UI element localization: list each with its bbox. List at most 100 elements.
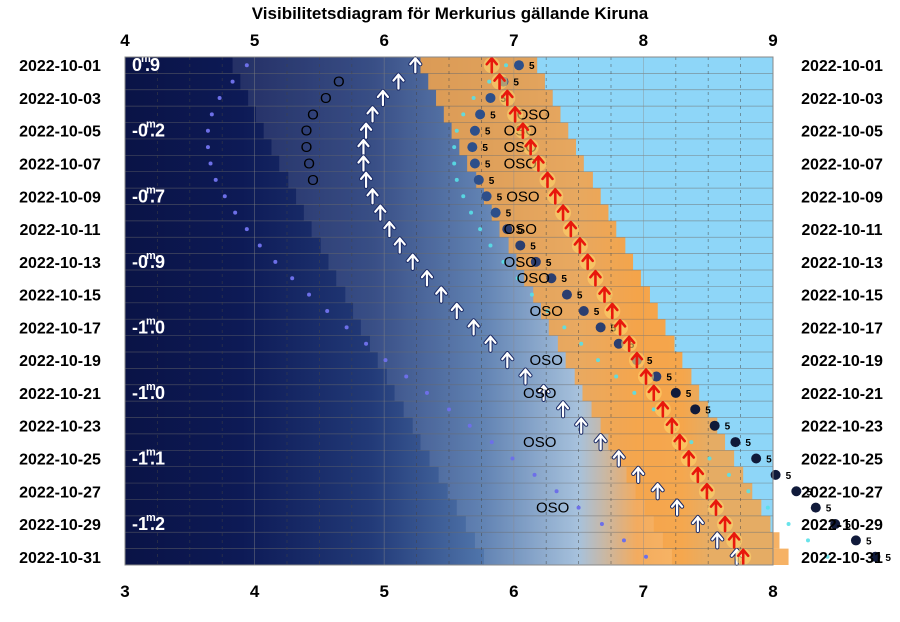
sunrise-arrow [581, 253, 594, 271]
date-label-right: 2022-10-09 [801, 189, 883, 206]
date-label-left: 2022-10-19 [19, 353, 101, 370]
date-label-left: 2022-10-25 [19, 451, 101, 468]
magnitude-decimal: .7 [150, 186, 165, 206]
track-dot [489, 440, 494, 445]
bottom-tick-label: 7 [639, 582, 648, 601]
date-label-left: 2022-10-17 [19, 320, 101, 337]
track-dot [424, 390, 429, 395]
track-dot [510, 456, 515, 461]
track-dot [643, 554, 648, 559]
direction-label: O [307, 172, 319, 189]
track-dot [208, 161, 213, 166]
mercury-dot [830, 519, 841, 530]
date-label-right: 2022-10-05 [801, 124, 883, 141]
track-dot [707, 456, 712, 461]
daylight-row-band [583, 155, 773, 172]
daylight-row-band [649, 286, 773, 303]
altitude-5-label: 5 [517, 225, 523, 236]
mercury-dot [513, 60, 524, 71]
altitude-5-label: 5 [826, 504, 832, 515]
direction-label: OSO [530, 352, 563, 369]
track-dot [230, 79, 235, 84]
track-dot [461, 112, 466, 117]
altitude-5-label: 5 [561, 274, 567, 285]
daylight-row-band [592, 171, 773, 189]
track-dot [404, 374, 409, 379]
date-label-right: 2022-10-31 [801, 550, 883, 567]
magnitude-unit: m [146, 315, 156, 327]
bottom-tick-label: 5 [379, 582, 388, 601]
dawn-row-band [591, 401, 709, 418]
bottom-tick-label: 8 [768, 582, 777, 601]
mercury-rise-arrow [376, 89, 390, 107]
track-dot [614, 374, 619, 379]
direction-label: O [301, 139, 313, 156]
track-dot [217, 95, 222, 100]
mercury-rise-arrow [392, 73, 405, 90]
chart-title: Visibilitetsdiagram för Merkurius gällan… [252, 4, 649, 23]
magnitude-value: -1 [132, 514, 148, 534]
sunrise-arrow [524, 138, 537, 156]
mercury-rise-arrow [651, 483, 664, 500]
altitude-5-label: 5 [497, 192, 503, 203]
track-dot [383, 358, 388, 363]
top-tick-label: 9 [768, 31, 777, 50]
plot-frame [124, 56, 774, 566]
mercury-rise-arrow [632, 466, 645, 483]
mercury-rise-arrow [612, 450, 625, 467]
date-label-right: 2022-10-03 [801, 91, 883, 108]
bottom-tick-label: 3 [120, 582, 129, 601]
altitude-5-label: 5 [745, 438, 751, 449]
mercury-dot [613, 338, 624, 349]
date-label-right: 2022-10-15 [801, 288, 883, 305]
sunrise-arrow [493, 73, 506, 90]
sunrise-arrow [556, 204, 570, 221]
mercury-rise-arrow [374, 204, 387, 221]
track-dot [487, 79, 492, 84]
sunrise-arrow [613, 319, 627, 336]
dawn-row-band [499, 220, 617, 238]
dawn-row-band [516, 253, 634, 271]
mercury-dot [475, 109, 486, 120]
direction-label: OSO [517, 270, 550, 287]
sunrise-arrow [589, 269, 602, 287]
track-dot [579, 341, 584, 346]
sunrise-arrow [508, 106, 522, 123]
direction-label: O [301, 123, 313, 140]
mercury-dot [730, 437, 741, 448]
date-label-right: 2022-10-19 [801, 353, 883, 370]
mercury-dot [485, 92, 496, 103]
daylight-row-band [752, 483, 773, 500]
mercury-dot [791, 486, 802, 497]
magnitude-unit: m [146, 250, 156, 262]
track-dot [471, 95, 476, 100]
mercury-rise-arrow [575, 417, 588, 434]
dawn-row-band [574, 368, 692, 385]
sunrise-arrow [516, 122, 530, 140]
date-label-right: 2022-10-25 [801, 451, 883, 468]
date-label-right: 2022-10-13 [801, 255, 883, 272]
magnitude-value: -0 [132, 186, 148, 206]
track-dot [209, 112, 214, 117]
track-dot [576, 505, 581, 510]
track-dot [452, 161, 457, 166]
bottom-tick-label: 4 [250, 582, 260, 601]
altitude-5-label: 5 [546, 258, 552, 269]
track-dot [554, 489, 559, 494]
daylight-row-band [640, 270, 773, 287]
daylight-row-band [657, 302, 773, 320]
altitude-5-label: 5 [845, 520, 851, 531]
track-dot [786, 522, 791, 527]
magnitude-label: -1m.0 [132, 381, 165, 403]
mercury-rise-arrow [357, 139, 370, 156]
mercury-dot [850, 535, 861, 546]
date-label-right: 2022-10-17 [801, 320, 883, 337]
dawn-row-band [565, 351, 683, 369]
dawn-row-band [508, 237, 626, 254]
sunrise-arrow [647, 384, 661, 402]
date-label-right: 2022-10-29 [801, 517, 883, 534]
dawn-row-band [635, 483, 753, 500]
direction-label: O [307, 106, 319, 123]
left-date-labels: 2022-10-01 2022-10-03 2022-10-05 2022-10-07… [19, 58, 101, 567]
date-label-left: 2022-10-31 [19, 550, 101, 567]
